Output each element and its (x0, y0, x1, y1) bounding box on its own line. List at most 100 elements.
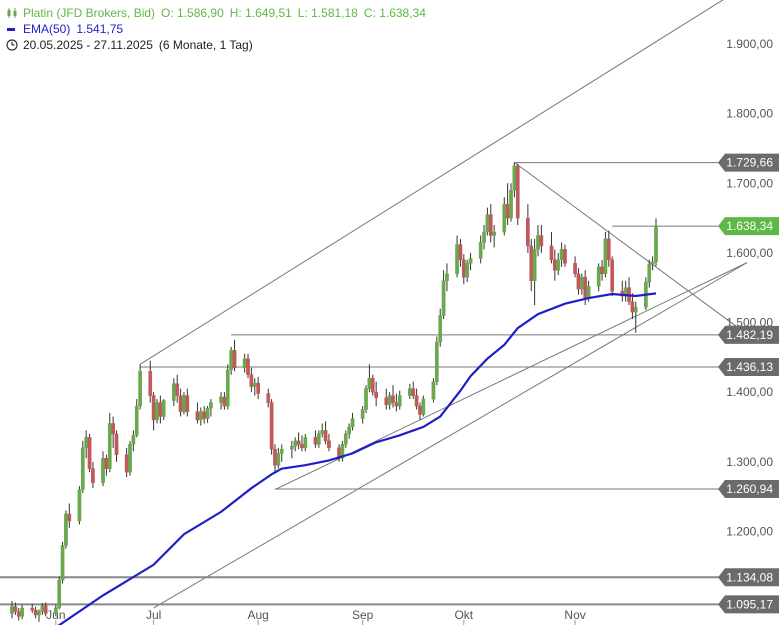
candle-body (411, 388, 416, 396)
candle-body (458, 244, 463, 261)
candle-body (252, 382, 257, 387)
candle-body (549, 245, 554, 261)
chart-legend: Platin (JFD Brokers, Bid) O: 1.586,90 H:… (6, 5, 432, 53)
candle-body (583, 276, 588, 299)
candle-body (87, 437, 92, 469)
candle-body (364, 388, 368, 410)
candle-body (33, 609, 38, 616)
price-tag-label: 1.638,34 (726, 219, 773, 233)
candle-body (107, 423, 112, 469)
candle-body (290, 446, 294, 450)
candle-body (43, 605, 48, 614)
candle-body (20, 607, 24, 617)
price-tag-4 (718, 357, 779, 376)
candle-body (465, 263, 470, 278)
candle-body (316, 433, 321, 445)
candle-body (131, 435, 136, 445)
legend-open: O: 1.586,90 (161, 6, 224, 20)
candle-body (30, 607, 35, 611)
candle-body (370, 377, 375, 393)
candle-body (559, 249, 564, 261)
candle-body (266, 393, 271, 403)
price-tag-label: 1.482,19 (726, 328, 773, 342)
candle-body (647, 263, 652, 283)
candle-body (539, 235, 544, 247)
candle-body (408, 388, 412, 396)
candle-body (300, 444, 304, 449)
candle-body (441, 280, 446, 316)
ema-line-icon (7, 28, 15, 31)
candle-body (515, 165, 520, 219)
candle-body (485, 214, 490, 233)
y-tick-label: 1.400,00 (726, 385, 773, 399)
candle-body (394, 402, 399, 407)
candle-body (10, 606, 14, 614)
legend-period: (6 Monate, 1 Tag) (158, 38, 253, 52)
candle-body (327, 440, 331, 449)
trendline-3 (153, 262, 748, 609)
candle-body (175, 383, 180, 396)
legend-low: L: 1.581,18 (297, 6, 358, 20)
candle-body (209, 402, 213, 409)
candle-body (343, 433, 348, 445)
candle-body (610, 259, 615, 292)
candle-body (155, 402, 159, 421)
candle-body (526, 217, 530, 247)
candle-body (509, 189, 513, 219)
candle-body (16, 611, 21, 617)
candle-body (320, 430, 325, 435)
candle-body (138, 370, 142, 407)
price-tag-3 (718, 325, 779, 344)
candle-body (350, 418, 355, 428)
candle-body (198, 411, 203, 421)
candle-body (256, 382, 260, 394)
candle-body (445, 273, 449, 281)
price-tag-6 (718, 568, 779, 587)
candle-body (603, 238, 608, 275)
candle-body (101, 458, 105, 483)
candle-body (80, 447, 85, 490)
candle-body (313, 437, 318, 445)
price-tag-label: 1.134,08 (726, 570, 773, 584)
price-tag-label: 1.095,17 (726, 597, 773, 611)
candle-body (182, 395, 186, 412)
x-tick-label: Nov (564, 608, 585, 622)
legend-high: H: 1.649,51 (229, 6, 292, 20)
price-tag-label: 1.729,66 (726, 156, 773, 170)
candle-body (273, 448, 277, 466)
y-tick-label: 1.300,00 (726, 455, 773, 469)
candle-body (552, 259, 557, 271)
candle-body (111, 423, 116, 435)
candle-body (563, 249, 567, 264)
candle-body (579, 276, 584, 290)
candle-body (323, 430, 328, 442)
candle-body (202, 411, 207, 419)
candle-body (391, 395, 395, 403)
candle-body (455, 244, 459, 275)
candle-body (124, 454, 129, 473)
candle-body (37, 611, 41, 616)
candle-body (158, 402, 163, 417)
candle-body (225, 369, 230, 407)
candle-body (242, 358, 247, 369)
candle-body (249, 374, 254, 387)
candle-body (586, 286, 591, 299)
price-tag-7 (718, 595, 779, 614)
candle-body (161, 400, 166, 417)
candle-body (185, 395, 190, 412)
candle-body (529, 245, 534, 281)
candle-body (67, 513, 72, 522)
price-tag-1 (718, 153, 779, 172)
legend-ema-value: 1.541,75 (76, 22, 124, 36)
price-tag-label: 1.260,94 (726, 482, 773, 496)
legend-close: C: 1.638,34 (363, 6, 426, 20)
candle-body (53, 607, 58, 614)
price-tag-label: 1.436,13 (726, 360, 773, 374)
x-tick-label: Okt (454, 608, 473, 622)
candle-body (60, 545, 65, 581)
candle-body (367, 377, 372, 389)
candle-body (478, 242, 483, 259)
candle-body (650, 261, 655, 265)
y-tick-label: 1.900,00 (726, 37, 773, 51)
candle-body (573, 263, 577, 275)
